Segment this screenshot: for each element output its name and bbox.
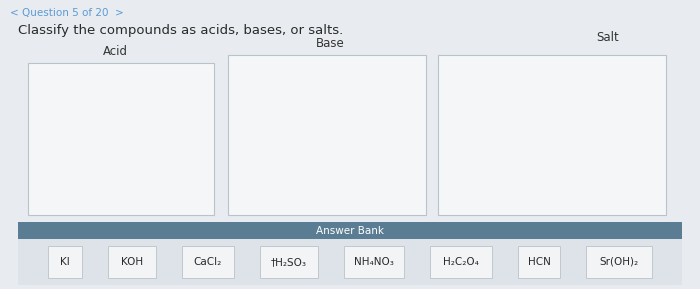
Text: CaCl₂: CaCl₂: [194, 257, 222, 267]
Bar: [344, 246, 404, 278]
Bar: [228, 55, 426, 215]
Bar: [430, 246, 492, 278]
Bar: [438, 55, 666, 215]
Text: HCN: HCN: [528, 257, 550, 267]
Bar: [260, 246, 318, 278]
Text: Answer Bank: Answer Bank: [316, 225, 384, 236]
Text: Classify the compounds as acids, bases, or salts.: Classify the compounds as acids, bases, …: [18, 24, 343, 37]
Text: Base: Base: [316, 37, 344, 50]
Text: Acid: Acid: [102, 45, 127, 58]
Text: KI: KI: [60, 257, 70, 267]
Text: Sr(OH)₂: Sr(OH)₂: [599, 257, 638, 267]
Text: †H₂SO₃: †H₂SO₃: [271, 257, 307, 267]
Bar: [586, 246, 652, 278]
Bar: [28, 63, 214, 215]
Text: H₂C₂O₄: H₂C₂O₄: [443, 257, 479, 267]
Text: NH₄NO₃: NH₄NO₃: [354, 257, 394, 267]
Bar: [518, 246, 560, 278]
Bar: [48, 246, 82, 278]
Bar: [108, 246, 156, 278]
Bar: [18, 222, 682, 239]
Bar: [182, 246, 234, 278]
Text: KOH: KOH: [121, 257, 143, 267]
Text: < Question 5 of 20  >: < Question 5 of 20 >: [10, 8, 124, 18]
Text: Salt: Salt: [596, 31, 620, 44]
Bar: [18, 239, 682, 285]
